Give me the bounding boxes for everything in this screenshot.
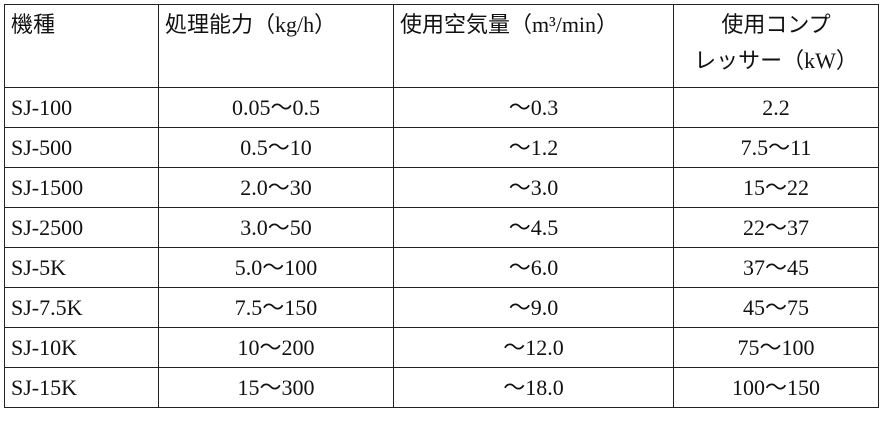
value-cell: 0.05～0.5	[158, 87, 394, 128]
model-cell: SJ-10K	[4, 327, 159, 368]
value-cell: 0.5～10	[158, 127, 394, 168]
value-cell: ～4.5	[393, 207, 674, 248]
table-row: SJ-15K 15～300 ～18.0 100～150	[4, 367, 879, 408]
value-cell: ～18.0	[393, 367, 674, 408]
value-cell: 15～22	[673, 167, 879, 208]
model-cell: SJ-1500	[4, 167, 159, 208]
table-header: 機種 処理能力（kg/h） 使用空気量（m³/min） 使用コンプ レッサー（kW）	[4, 4, 879, 88]
model-cell: SJ-100	[4, 87, 159, 128]
value-cell: 15～300	[158, 367, 394, 408]
model-cell: SJ-2500	[4, 207, 159, 248]
header-cell: 使用コンプレッサー（kW）	[673, 4, 879, 88]
value-cell: 22～37	[673, 207, 879, 248]
spec-table: 機種 処理能力（kg/h） 使用空気量（m³/min） 使用コンプ レッサー（kW） S…	[4, 4, 879, 408]
value-cell: ～12.0	[393, 327, 674, 368]
model-cell: SJ-7.5K	[4, 287, 159, 328]
table-row: SJ-500 0.5～10 ～1.2 7.5～11	[4, 127, 879, 168]
model-cell: SJ-15K	[4, 367, 159, 408]
value-cell: 2.0～30	[158, 167, 394, 208]
table-row: SJ-10K 10～200 ～12.0 75～100	[4, 327, 879, 368]
value-cell: 100～150	[673, 367, 879, 408]
model-cell: SJ-500	[4, 127, 159, 168]
value-cell: 10～200	[158, 327, 394, 368]
table-row: SJ-100 0.05～0.5 ～0.3 2.2	[4, 87, 879, 128]
value-cell: 7.5～150	[158, 287, 394, 328]
table-row: SJ-7.5K 7.5～150 ～9.0 45～75	[4, 287, 879, 328]
value-cell: ～1.2	[393, 127, 674, 168]
table-row: SJ-2500 3.0～50 ～4.5 22～37	[4, 207, 879, 248]
value-cell: 37～45	[673, 247, 879, 288]
header-cell: 処理能力（kg/h）	[158, 4, 394, 88]
value-cell: 45～75	[673, 287, 879, 328]
value-cell: ～6.0	[393, 247, 674, 288]
header-cell: 使用空気量（m³/min）	[393, 4, 674, 88]
table-row: SJ-1500 2.0～30 ～3.0 15～22	[4, 167, 879, 208]
value-cell: 2.2	[673, 87, 879, 128]
header-row: 機種 処理能力（kg/h） 使用空気量（m³/min） 使用コンプ レッサー（kW）	[4, 4, 879, 88]
value-cell: ～3.0	[393, 167, 674, 208]
table-body: SJ-100 0.05～0.5 ～0.3 2.2 SJ-500 0.5～10 ～1.2 7.5…	[4, 87, 879, 408]
value-cell: 75～100	[673, 327, 879, 368]
value-cell: 7.5～11	[673, 127, 879, 168]
header-cell: 機種	[4, 4, 159, 88]
table-row: SJ-5K 5.0～100 ～6.0 37～45	[4, 247, 879, 288]
model-cell: SJ-5K	[4, 247, 159, 288]
value-cell: ～0.3	[393, 87, 674, 128]
value-cell: 5.0～100	[158, 247, 394, 288]
header-line: レッサー（kW）	[694, 48, 858, 73]
value-cell: ～9.0	[393, 287, 674, 328]
value-cell: 3.0～50	[158, 207, 394, 248]
header-line: 使用コンプ	[721, 12, 831, 37]
